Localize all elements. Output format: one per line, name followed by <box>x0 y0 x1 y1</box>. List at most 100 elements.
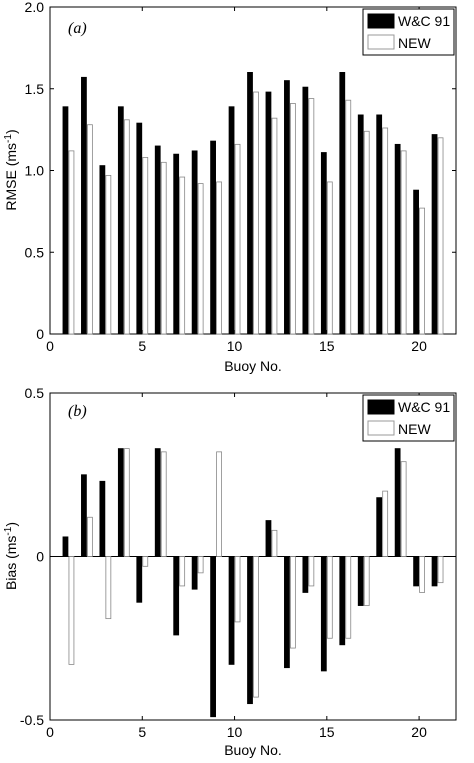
legend-label-wc91: W&C 91 <box>398 13 450 29</box>
y-axis-title-close: ) <box>3 522 19 527</box>
legend-swatch-wc91 <box>367 13 395 29</box>
bar-new <box>326 556 333 639</box>
ticks: 0 5 10 15 20-0.500.5 <box>20 385 456 740</box>
bar-wc91 <box>339 72 346 335</box>
bar-wc91 <box>62 106 69 335</box>
bar-new <box>179 176 186 335</box>
y-tick-label: 0 <box>36 549 44 565</box>
x-tick-label: 5 <box>138 338 146 354</box>
y-axis-title-sup: -1 <box>3 134 14 143</box>
bar-new <box>437 137 444 335</box>
y-tick-label: 0.5 <box>25 244 45 260</box>
x-tick-label: 15 <box>319 338 335 354</box>
legend-label-new: NEW <box>398 421 431 437</box>
x-tick-label: 20 <box>411 338 427 354</box>
y-tick-label: 0 <box>36 326 44 342</box>
bar-wc91 <box>376 497 383 557</box>
bar-new <box>326 181 333 335</box>
legend-swatch-new <box>367 34 395 50</box>
bar-new <box>142 157 149 335</box>
bar-new <box>363 556 370 606</box>
bar-new <box>271 529 278 557</box>
bar-new <box>437 556 444 584</box>
bar-wc91 <box>136 556 143 603</box>
bar-wc91 <box>81 474 87 557</box>
bar-new <box>87 516 93 557</box>
bar-new <box>105 175 112 335</box>
bar-new <box>400 150 407 335</box>
bar-new <box>105 556 112 620</box>
bar-new <box>419 207 425 335</box>
bar-new <box>179 556 186 587</box>
legend-swatch-new <box>367 420 395 436</box>
x-tick-label: 10 <box>227 338 243 354</box>
bar-wc91 <box>191 150 198 335</box>
bar-wc91 <box>117 448 124 557</box>
x-tick-label: 15 <box>319 724 335 740</box>
x-axis-title: Buoy No. <box>224 358 282 374</box>
bar-wc91 <box>173 556 180 636</box>
bar-wc91 <box>228 556 235 665</box>
bar-wc91 <box>99 165 106 335</box>
y-axis-title: RMSE (ms-1) <box>3 129 19 210</box>
bar-new <box>216 181 222 335</box>
bar-wc91 <box>136 122 143 335</box>
bar-wc91 <box>413 189 419 335</box>
bar-new <box>142 556 149 567</box>
bar-new <box>345 556 352 639</box>
y-tick-label: -0.5 <box>20 712 44 728</box>
legend: W&C 91 NEW <box>362 8 455 56</box>
x-tick-label: 20 <box>411 724 427 740</box>
chart-panel-b: 0 5 10 15 20-0.500.5 (b) Buoy No. Bias (ms-1… <box>3 385 457 758</box>
bar-wc91 <box>394 448 401 557</box>
bar-wc91 <box>376 114 383 335</box>
y-tick-label: 0.5 <box>25 385 45 401</box>
bar-wc91 <box>284 556 290 669</box>
legend-label-wc91: W&C 91 <box>398 399 450 415</box>
bar-new <box>345 99 352 335</box>
bar-wc91 <box>210 556 216 718</box>
bar-wc91 <box>431 556 438 587</box>
bar-new <box>87 124 93 335</box>
bar-new <box>68 556 75 665</box>
bar-wc91 <box>62 536 69 557</box>
bar-new <box>290 556 296 649</box>
bar-wc91 <box>302 556 309 593</box>
bar-new <box>271 117 278 335</box>
bar-new <box>363 130 370 335</box>
bar-wc91 <box>339 556 346 646</box>
legend-swatch-wc91 <box>367 399 395 415</box>
bar-wc91 <box>431 134 438 335</box>
bar-wc91 <box>320 152 327 335</box>
bar-new <box>308 556 315 587</box>
y-axis-title-close: ) <box>3 129 19 134</box>
bar-wc91 <box>357 556 364 606</box>
bar-wc91 <box>265 520 272 557</box>
y-axis-title: Bias (ms-1) <box>3 522 19 590</box>
bar-wc91 <box>81 76 87 335</box>
bar-wc91 <box>394 143 401 335</box>
bar-new <box>123 448 130 557</box>
bar-new <box>253 556 259 698</box>
bar-wc91 <box>173 153 180 335</box>
bar-new <box>382 127 389 335</box>
bar-wc91 <box>210 140 216 335</box>
bar-new <box>308 98 315 335</box>
bar-wc91 <box>154 145 161 335</box>
legend-label-new: NEW <box>398 35 431 51</box>
y-tick-label: 1.0 <box>25 163 45 179</box>
bar-new <box>419 556 425 593</box>
x-tick-label: 10 <box>227 724 243 740</box>
chart-panel-a: 0 5 10 15 20 0 0.5 1.0 1.5 2.0 (a) Buoy No. RMSE … <box>3 0 457 374</box>
y-tick-label: 1.5 <box>25 81 45 97</box>
bar-wc91 <box>357 114 364 335</box>
bar-new <box>160 161 167 335</box>
bar-new <box>197 556 204 574</box>
y-axis-title-main: RMSE (ms <box>3 143 19 211</box>
bar-wc91 <box>320 556 327 672</box>
x-tick-label: 0 <box>46 724 54 740</box>
bar-wc91 <box>413 556 419 587</box>
bar-new <box>400 461 407 557</box>
bar-wc91 <box>191 556 198 590</box>
